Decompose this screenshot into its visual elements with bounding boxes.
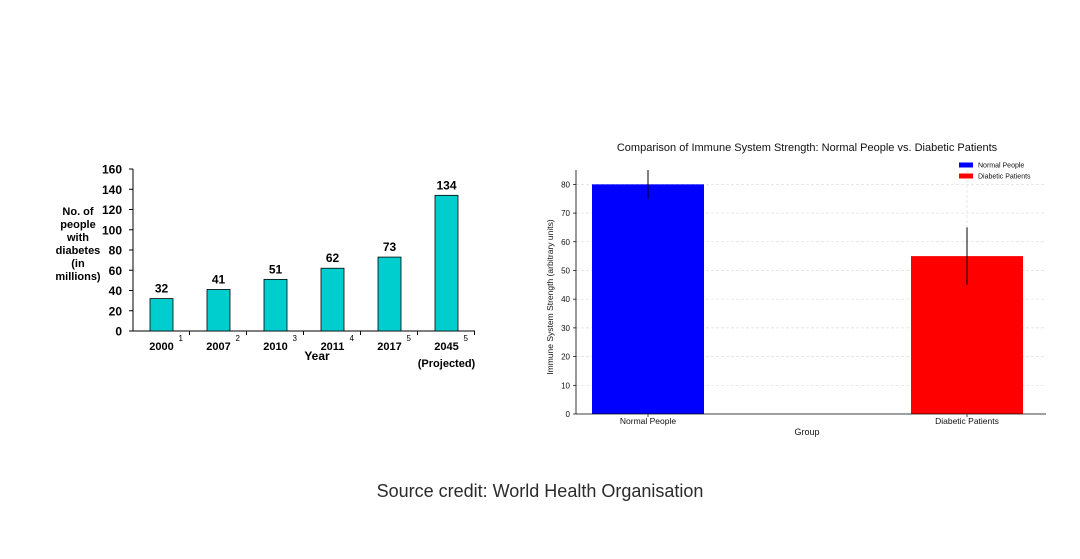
x-tick-label: 2010 [263,341,287,353]
x-tick-label: 2017 [377,341,401,353]
legend-label: Normal People [978,163,1024,170]
y-tick-label: 40 [561,295,570,304]
y-tick-label: 0 [566,410,571,419]
y-tick-label: 60 [109,264,123,278]
x-axis-ticks: Normal People Diabetic Patients [620,414,999,426]
immune-strength-chart: Comparison of Immune System Strength: No… [545,142,1046,437]
bar [206,289,231,332]
y-tick-label: 60 [561,238,570,247]
y-tick-label: 80 [561,180,570,189]
bars [592,170,1023,414]
x-tick-superscript: 1 [179,334,184,343]
legend-swatch [959,173,973,179]
x-tick-label: Diabetic Patients [935,416,999,426]
y-axis-label-line: diabetes [56,245,101,257]
x-tick-superscript: 2 [236,334,241,343]
y-tick-label: 50 [561,266,570,275]
x-tick-superscript: 4 [350,334,355,343]
x-axis-ticks: 2000 1 2007 2 2010 3 2011 4 2017 5 2045 5 (Projected… [149,331,476,370]
x-tick-label: 2000 [149,341,173,353]
x-tick-superscript: 5 [407,334,412,343]
y-axis-label: Immune System Strength (arbitrary units) [545,219,555,375]
y-tick-label: 120 [102,203,122,217]
data-label: 32 [155,282,169,296]
y-tick-label: 140 [102,183,122,197]
y-tick-label: 40 [109,284,123,298]
data-label: 134 [436,178,456,192]
x-axis-label: Year [304,349,330,363]
bar [377,256,402,332]
y-tick-label: 100 [102,223,122,237]
legend-swatch [959,162,973,168]
y-tick-label: 30 [561,324,570,333]
x-axis-label: Group [794,427,819,437]
x-tick-label: Normal People [620,416,676,426]
y-tick-label: 10 [561,381,570,390]
y-tick-label: 20 [109,304,123,318]
x-tick-superscript: 3 [293,334,298,343]
y-tick-label: 80 [109,244,123,258]
x-tick-label: 2007 [206,341,230,353]
y-axis-label-line: people [60,219,95,231]
bar [149,298,174,332]
bar [320,267,345,332]
x-tick-note: (Projected) [418,358,476,370]
x-tick-superscript: 5 [464,334,469,343]
y-axis-ticks: 0 10 20 30 40 50 60 70 80 [561,180,576,419]
legend-label: Diabetic Patients [978,174,1031,181]
source-credit: Source credit: World Health Organisation [376,481,704,501]
y-axis-ticks: 0 20 40 60 80 100 120 140 160 [102,163,133,339]
bar [434,194,459,332]
data-label: 73 [383,240,397,254]
y-tick-label: 20 [561,353,570,362]
y-axis-label-line: with [66,232,89,244]
y-axis-label-line: (in [71,258,85,270]
y-tick-label: 160 [102,163,122,177]
x-tick-label: 2011 [321,341,345,353]
y-tick-label: 70 [561,209,570,218]
y-axis-label-line: millions) [55,271,101,283]
bar [592,184,704,414]
data-label: 62 [326,251,340,265]
data-label: 41 [212,272,226,286]
y-axis-label-line: No. of [62,206,93,218]
bars: 32 41 51 62 73 134 [149,178,459,332]
y-tick-label: 0 [115,325,122,339]
bar [263,278,288,332]
legend: Normal People Diabetic Patients [959,162,1031,181]
x-tick-label: 2045 [434,341,458,353]
data-label: 51 [269,262,283,276]
chart-title: Comparison of Immune System Strength: No… [617,142,998,154]
